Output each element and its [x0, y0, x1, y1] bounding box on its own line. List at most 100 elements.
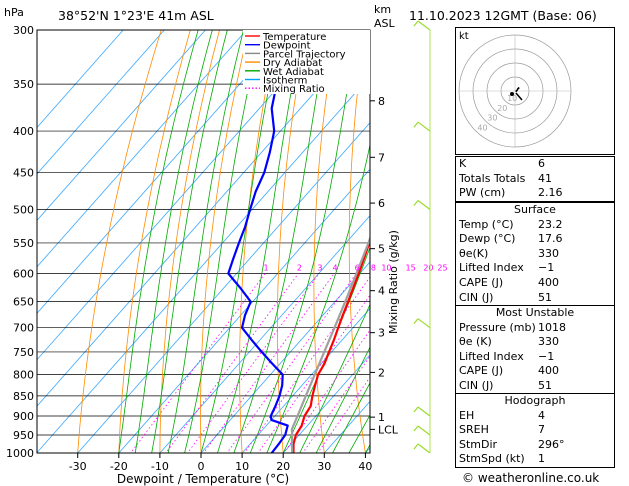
mixing-ratio-axis-label: Mixing Ratio (g/kg)	[387, 230, 400, 334]
mixing-ratio-line	[130, 273, 266, 453]
isotherm-line	[159, 214, 370, 453]
mixing-ratio-label: 1	[264, 264, 269, 273]
mixing-ratio-label: 3	[317, 264, 322, 273]
dry-adiabat	[159, 30, 220, 453]
indices-table: K 6 Totals Totals 41 PW (cm) 2.16	[455, 156, 615, 202]
x-axis-label: Dewpoint / Temperature (°C)	[117, 472, 289, 486]
isotherm-line	[37, 30, 247, 268]
most-unstable-table: Most Unstable Pressure (mb) 1018 θe (K) 330…	[455, 305, 615, 395]
wind-barb	[417, 425, 431, 436]
wind-barb	[417, 406, 431, 417]
legend-label: Dewpoint	[263, 41, 311, 52]
table-row: θe(K) 330	[456, 247, 614, 262]
surface-title: Surface	[514, 203, 556, 216]
pressure-tick-label: 650	[13, 296, 34, 309]
height-tick-label: 4	[378, 285, 385, 298]
row-label: Dewp (°C)	[459, 232, 516, 246]
pressure-tick-label: 800	[13, 369, 34, 382]
x-tick-label: 40	[358, 460, 372, 473]
mixing-ratio-label: 10	[381, 264, 391, 273]
mixing-ratio-label: 20	[423, 264, 433, 273]
storm-motion-marker	[515, 92, 523, 101]
mixing-ratio-line	[203, 273, 335, 453]
hodograph-table-title: Hodograph	[504, 394, 566, 407]
mixing-ratio-label: 25	[437, 264, 447, 273]
pressure-tick-label: 500	[13, 203, 34, 216]
height-unit-label: km	[374, 3, 392, 16]
table-row: Lifted Index −1	[456, 261, 614, 276]
row-value: 1018	[538, 320, 566, 334]
legend-label: Isotherm	[263, 76, 307, 87]
mixing-ratio-line	[187, 273, 320, 453]
pressure-tick-label: 850	[13, 390, 34, 403]
table-row: CIN (J) 51	[456, 379, 614, 394]
isotherm-line	[37, 30, 288, 314]
mixing-ratio-line	[226, 273, 357, 453]
table-row: StmSpd (kt) 1	[456, 452, 614, 467]
pressure-tick-label: 600	[13, 268, 34, 281]
wind-barb-flag	[413, 200, 419, 206]
datetime-title: 11.10.2023 12GMT (Base: 06)	[409, 8, 597, 23]
pressure-tick-label: 550	[13, 237, 34, 250]
pressure-unit-label: hPa	[4, 6, 24, 19]
x-tick-label: 10	[235, 460, 249, 473]
isotherm-line	[37, 30, 206, 221]
row-label: StmSpd (kt)	[459, 452, 525, 466]
wet-adiabat	[184, 30, 262, 453]
wet-adiabat	[200, 30, 282, 453]
hodograph-table: Hodograph EH 4 SREH 7 StmDir 296° StmSpd (kt) 1	[455, 393, 615, 468]
dry-adiabat	[77, 30, 162, 453]
row-label: CIN (J)	[459, 378, 494, 392]
row-value: 2.16	[538, 186, 563, 200]
height-tick-label: LCL	[378, 423, 399, 436]
credit-link[interactable]: © weatheronline.co.uk	[462, 471, 600, 485]
mixing-ratio-label: 2	[297, 264, 302, 273]
wind-barb	[417, 443, 431, 454]
isotherm-line	[241, 307, 370, 453]
isotherm-line	[77, 122, 370, 453]
mixing-ratio-label: 6	[355, 264, 360, 273]
row-value: 1	[538, 452, 545, 466]
height-tick-label: 6	[378, 197, 385, 210]
hodograph-trace	[515, 86, 520, 93]
surface-table: Surface Temp (°C) 23.2 Dewp (°C) 17.6 θe(K) 3…	[455, 202, 615, 307]
wind-barb-flag	[413, 425, 419, 432]
wet-adiabat	[134, 30, 213, 453]
row-label: StmDir	[459, 437, 498, 451]
row-value: 330	[538, 335, 559, 349]
legend-label: Parcel Trajectory	[263, 49, 346, 60]
x-tick-label: 30	[317, 460, 331, 473]
dry-adiabat	[276, 30, 308, 453]
pressure-tick-label: 300	[13, 24, 34, 37]
wet-adiabat	[332, 382, 370, 453]
isotherm-line	[37, 75, 370, 453]
row-label: CIN (J)	[459, 290, 494, 304]
isotherm-line	[37, 30, 165, 175]
row-label: CAPE (J)	[459, 275, 504, 289]
dry-adiabat	[239, 30, 279, 453]
pressure-tick-label: 700	[13, 322, 34, 335]
height-tick-label: 5	[378, 243, 385, 256]
temperature-line	[292, 236, 370, 453]
wind-barb	[417, 20, 431, 31]
row-label: CAPE (J)	[459, 364, 504, 378]
table-row: CAPE (J) 400	[456, 276, 614, 291]
x-tick-label: -10	[151, 460, 169, 473]
row-value: −1	[538, 261, 555, 275]
hodograph-ring-label: 10	[507, 94, 517, 103]
legend-label: Dry Adiabat	[263, 58, 322, 69]
table-row: Totals Totals 41	[456, 172, 614, 187]
height-tick-label: 7	[378, 151, 385, 164]
wind-barb-flag	[413, 20, 419, 27]
pressure-tick-label: 1000	[6, 447, 34, 460]
legend-background	[243, 30, 370, 94]
mixing-ratio-label: 4	[333, 264, 338, 273]
wet-adiabat	[167, 30, 244, 453]
hodograph-ring-label: 40	[477, 124, 487, 133]
wind-barb	[417, 318, 431, 329]
row-value: 51	[538, 290, 552, 304]
row-value: 400	[538, 364, 559, 378]
